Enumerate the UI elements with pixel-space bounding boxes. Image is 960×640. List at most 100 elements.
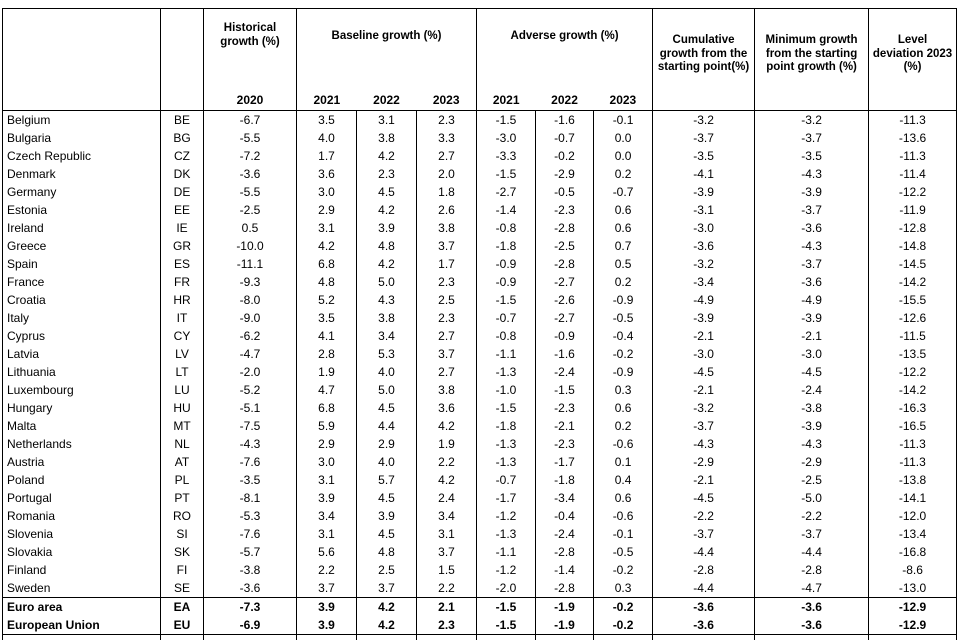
code-cell: PL [160, 471, 204, 489]
table-row: Latvia LV -4.7 2.8 5.3 3.7 -1.1 -1.6 -0.2 -3.0 -3.… [2, 345, 958, 363]
value-cell: -2.1 [652, 327, 755, 345]
value-cell: -16.3 [868, 399, 958, 417]
value-cell: -3.6 [754, 273, 869, 291]
value-cell: 4.1 [296, 327, 357, 345]
value-cell: -2.8 [535, 219, 594, 237]
value-cell: 1.7 [296, 147, 357, 165]
value-cell: -4.5 [652, 363, 755, 381]
code-cell: IE [160, 219, 204, 237]
value-cell: -0.2 [593, 345, 653, 363]
value-cell: -1.5 [476, 110, 536, 129]
value-cell: 6.8 [296, 255, 357, 273]
value-cell: -2.9 [535, 165, 594, 183]
value-cell: -4.3 [754, 237, 869, 255]
value-cell: 3.1 [296, 471, 357, 489]
value-cell: -5.5 [203, 183, 297, 201]
country-cell: Germany [2, 183, 161, 201]
value-cell: -0.9 [476, 255, 536, 273]
minimum-growth-header: Minimum growth from the starting point g… [754, 8, 869, 111]
value-cell: -13.0 [868, 579, 958, 598]
value-cell: -16.5 [868, 417, 958, 435]
value-cell: -1.0 [476, 381, 536, 399]
value-cell: 4.5 [356, 183, 417, 201]
year-label-2021: 2021 [313, 93, 341, 107]
value-cell: -4.4 [652, 543, 755, 561]
value-cell: 0.3 [593, 381, 653, 399]
value-cell: -9.0 [203, 309, 297, 327]
level-deviation-header: Level deviation 2023 (%) [868, 8, 958, 111]
value-cell: -11.5 [868, 327, 958, 345]
country-cell: Estonia [2, 201, 161, 219]
value-cell: -0.1 [593, 110, 653, 129]
value-cell: 0.2 [593, 273, 653, 291]
value-cell: -0.6 [593, 435, 653, 453]
value-cell: -3.7 [652, 525, 755, 543]
value-cell: -13.4 [868, 525, 958, 543]
value-cell: -1.9 [535, 616, 594, 635]
header-row: Historical growth (%) 2020 Baseline grow… [2, 8, 958, 111]
value-cell: -1.5 [476, 165, 536, 183]
value-cell: -12.9 [868, 597, 958, 616]
value-cell: -12.0 [868, 507, 958, 525]
value-cell: -11.9 [868, 201, 958, 219]
value-cell: -3.9 [754, 309, 869, 327]
value-cell: -1.3 [476, 453, 536, 471]
value-cell: 6.8 [296, 399, 357, 417]
value-cell: -2.0 [203, 363, 297, 381]
code-cell: AT [160, 453, 204, 471]
value-cell: -4.7 [754, 579, 869, 598]
value-cell: -2.5 [754, 471, 869, 489]
value-cell: 0.2 [593, 165, 653, 183]
code-cell: LU [160, 381, 204, 399]
table-row: Austria AT -7.6 3.0 4.0 2.2 -1.3 -1.7 0.1 -2.9 -2.… [2, 453, 958, 471]
value-cell: -2.6 [535, 291, 594, 309]
value-cell: -0.9 [535, 327, 594, 345]
value-cell: 0.5 [203, 219, 297, 237]
value-cell: -2.7 [535, 309, 594, 327]
value-cell: 2.3 [415, 616, 477, 635]
code-column-header [160, 8, 204, 111]
value-cell: -7.3 [203, 597, 297, 616]
value-cell: -2.7 [476, 183, 536, 201]
value-cell: 0.7 [593, 237, 653, 255]
empty-cell [868, 634, 958, 640]
value-cell: 3.9 [296, 489, 357, 507]
table-row: France FR -9.3 4.8 5.0 2.3 -0.9 -2.7 0.2 -3.4 -3.6… [2, 273, 958, 291]
value-cell: -2.8 [535, 543, 594, 561]
value-cell: -1.7 [535, 453, 594, 471]
value-cell: -2.9 [754, 453, 869, 471]
table-row: Portugal PT -8.1 3.9 4.5 2.4 -1.7 -3.4 0.6 -4.5 -5… [2, 489, 958, 507]
empty-cell [356, 634, 417, 640]
value-cell: 3.7 [356, 579, 417, 598]
value-cell: 3.1 [296, 219, 357, 237]
value-cell: -3.6 [652, 237, 755, 255]
value-cell: -13.5 [868, 345, 958, 363]
value-cell: -14.1 [868, 489, 958, 507]
year-label-2023: 2023 [609, 93, 637, 107]
empty-partial-row [2, 634, 958, 640]
code-cell: NL [160, 435, 204, 453]
value-cell: -3.1 [652, 201, 755, 219]
value-cell: 3.4 [356, 327, 417, 345]
value-cell: -4.3 [754, 435, 869, 453]
value-cell: -3.7 [754, 255, 869, 273]
value-cell: -0.5 [593, 543, 653, 561]
value-cell: -12.2 [868, 363, 958, 381]
country-cell: Portugal [2, 489, 161, 507]
value-cell: 2.2 [296, 561, 357, 579]
value-cell: 2.6 [415, 201, 477, 219]
table-row: Lithuania LT -2.0 1.9 4.0 2.7 -1.3 -2.4 -0.9 -4.5… [2, 363, 958, 381]
value-cell: -3.4 [535, 489, 594, 507]
code-cell: DK [160, 165, 204, 183]
value-cell: -0.2 [535, 147, 594, 165]
value-cell: 4.2 [415, 471, 477, 489]
value-cell: 3.5 [296, 309, 357, 327]
year-row: 2020 [204, 93, 296, 110]
value-cell: -11.4 [868, 165, 958, 183]
year-row: 2021 2022 2023 [477, 93, 652, 110]
code-cell: BE [160, 110, 204, 129]
value-cell: -12.2 [868, 183, 958, 201]
value-cell: -0.7 [476, 471, 536, 489]
country-cell: Spain [2, 255, 161, 273]
value-cell: -7.2 [203, 147, 297, 165]
